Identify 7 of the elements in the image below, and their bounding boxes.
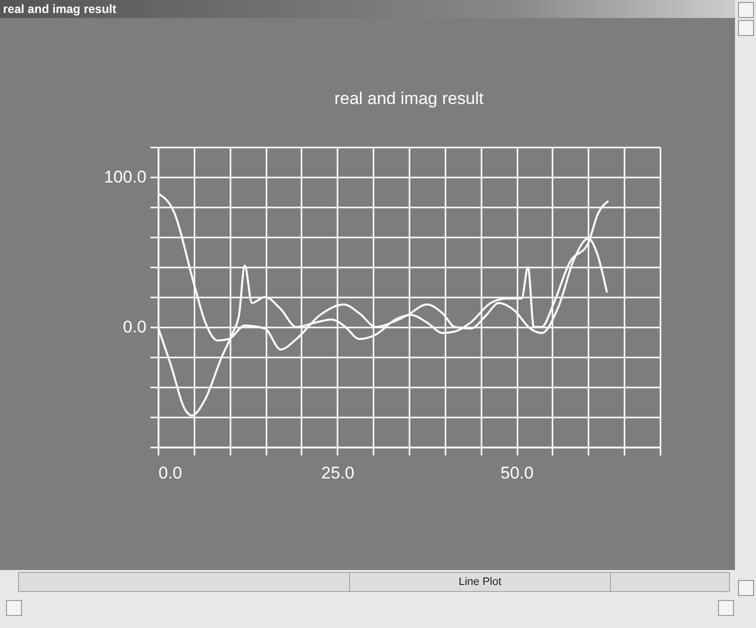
text: Line Plot <box>349 573 611 591</box>
x-tick-label: 50.0 <box>500 464 534 482</box>
y-tick-label: 100.0 <box>104 168 146 186</box>
x-tick-label: 0.0 <box>158 464 182 482</box>
chart-title: real and imag result <box>334 89 484 108</box>
text: real and imag result <box>0 0 735 18</box>
x-tick-label: 25.0 <box>321 464 354 482</box>
